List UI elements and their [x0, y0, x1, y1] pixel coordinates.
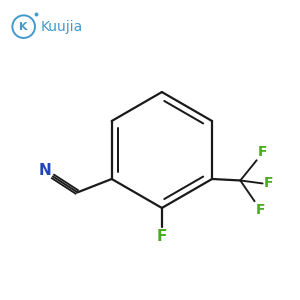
Text: F: F — [258, 146, 267, 159]
Text: F: F — [157, 229, 167, 244]
Text: K: K — [20, 22, 28, 32]
Text: F: F — [264, 176, 274, 190]
Text: F: F — [256, 203, 265, 217]
Text: N: N — [38, 163, 51, 178]
Text: Kuujia: Kuujia — [40, 20, 82, 34]
